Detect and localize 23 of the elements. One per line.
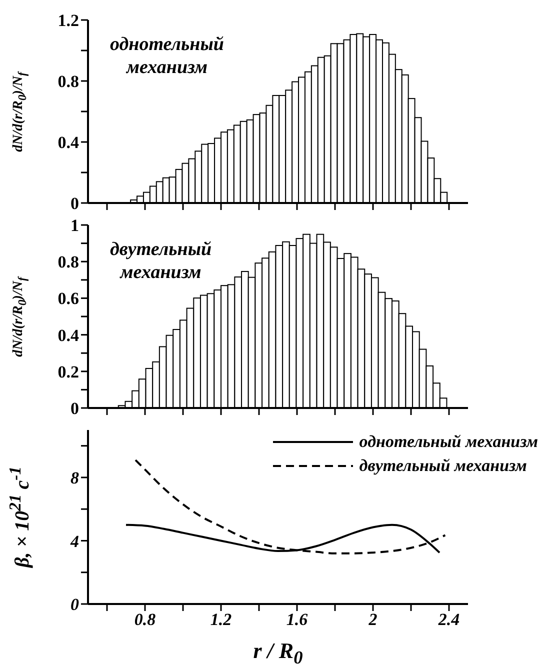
y-tick-label: 0.8 <box>58 252 79 272</box>
y-tick-label: 8 <box>70 468 80 488</box>
y-tick-label: 4 <box>70 532 79 551</box>
y-tick-label: 0.8 <box>58 72 79 92</box>
annotation: двутельный механизм <box>110 239 212 285</box>
y-tick-label: 0.2 <box>58 362 79 382</box>
x-tick-label: 2 <box>368 610 378 630</box>
x-axis-title: r / R$_{0}$ <box>252 638 304 668</box>
y-tick-label: 0 <box>70 399 79 418</box>
x-tick-label: 0.8 <box>134 610 156 630</box>
y-tick-label: 0.4 <box>58 133 80 152</box>
y-tick-label: 1 <box>70 216 79 236</box>
y-tick-label: 0.4 <box>58 326 80 345</box>
x-tick-label: 1.2 <box>210 610 232 630</box>
x-tick-label: 1.6 <box>286 610 308 630</box>
y-tick-label: 0.6 <box>58 289 79 308</box>
y-tick-label: 1.2 <box>58 11 79 30</box>
legend-label: двутельный механизм <box>359 456 527 476</box>
y-tick-label: 0 <box>70 194 79 214</box>
legend-label: однотельный механизм <box>359 432 538 452</box>
x-tick-label: 2.4 <box>437 610 460 630</box>
annotation: однотельный механизм <box>110 34 224 80</box>
y-tick-label: 0 <box>70 595 80 614</box>
